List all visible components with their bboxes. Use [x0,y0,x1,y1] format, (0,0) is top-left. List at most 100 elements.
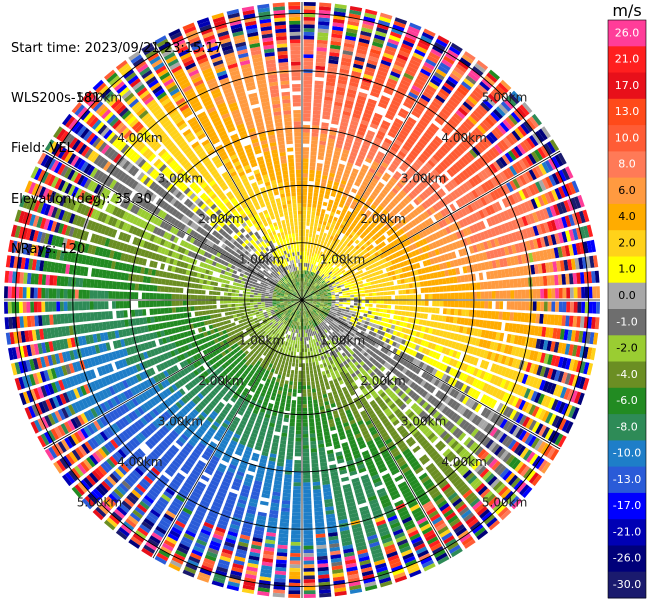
velocity-gate [303,132,310,137]
velocity-gate [476,310,481,318]
velocity-gate [324,194,330,200]
velocity-gate [311,128,319,134]
velocity-gate [453,66,465,76]
velocity-gate [427,280,432,286]
velocity-gate [360,245,366,251]
velocity-gate [582,377,590,391]
velocity-gate [519,324,525,334]
velocity-gate [442,331,448,338]
velocity-gate [318,197,324,202]
velocity-gate [498,280,503,289]
velocity-gate [422,113,433,122]
velocity-gate [357,242,363,248]
velocity-gate [306,291,309,295]
velocity-gate [371,285,376,289]
velocity-gate [364,109,373,116]
velocity-gate [507,221,515,231]
velocity-gate [424,287,429,293]
velocity-gate [372,201,379,207]
velocity-gate [299,352,302,356]
velocity-gate [332,237,337,242]
velocity-gate [555,301,559,312]
velocity-gate [325,279,329,283]
velocity-gate [307,199,312,204]
velocity-gate [353,140,362,147]
velocity-gate [407,317,413,323]
velocity-gate [482,320,488,328]
velocity-gate [465,355,472,364]
velocity-gate [313,489,322,494]
velocity-gate [461,248,468,256]
velocity-gate [376,275,381,280]
velocity-gate [310,256,314,261]
velocity-gate [525,214,532,225]
velocity-gate [302,419,308,423]
velocity-gate [365,133,374,140]
velocity-gate [468,214,476,224]
velocity-gate [449,316,454,323]
velocity-gate [312,485,321,490]
velocity-gate [360,184,367,190]
velocity-gate [302,385,307,390]
velocity-gate [377,230,383,237]
velocity-gate [398,295,403,300]
velocity-gate [335,273,340,278]
velocity-gate [436,293,440,300]
velocity-gate [461,344,468,352]
velocity-gate [304,294,307,298]
velocity-gate [479,282,485,290]
velocity-gate [402,39,415,48]
velocity-gate [391,253,397,259]
velocity-gate [306,370,310,375]
velocity-gate [588,286,593,299]
velocity-gate [305,263,308,267]
velocity-gate [360,84,370,91]
velocity-gate [303,463,310,468]
velocity-gate [368,250,374,255]
velocity-gate [314,283,318,287]
velocity-gate [573,287,578,299]
velocity-gate [506,208,514,219]
velocity-gate [443,293,448,300]
velocity-gate [475,348,482,357]
velocity-gate [547,235,554,246]
velocity-gate [297,344,300,349]
velocity-gate [339,302,343,304]
velocity-gate [459,362,466,371]
velocity-gate [586,224,594,238]
velocity-gate [461,309,466,317]
velocity-gate [379,202,387,209]
velocity-gate [353,260,358,266]
velocity-gate [329,288,334,291]
velocity-gate [369,52,380,59]
velocity-gate [304,270,307,275]
velocity-gate [388,74,400,82]
velocity-gate [451,242,458,250]
velocity-gate [314,346,318,351]
velocity-gate [394,118,404,126]
velocity-gate [510,301,515,310]
velocity-gate [303,594,316,598]
velocity-gate [568,214,575,226]
velocity-gate [312,481,321,486]
velocity-gate [312,295,317,297]
velocity-gate [323,293,328,296]
velocity-gate [292,497,301,502]
velocity-gate [369,222,376,229]
velocity-gate [277,544,288,550]
velocity-gate [293,482,301,487]
velocity-gate [322,221,327,226]
velocity-gate [303,586,316,591]
velocity-gate [328,55,339,61]
velocity-gate [352,144,360,151]
velocity-gate [314,289,318,292]
velocity-gate [392,174,400,181]
velocity-gate [340,156,348,162]
velocity-gate [387,291,392,295]
velocity-gate [302,333,304,338]
velocity-gate [358,269,364,274]
velocity-gate [329,243,334,249]
velocity-gate [394,156,402,164]
velocity-gate [303,266,306,271]
velocity-gate [302,247,305,252]
